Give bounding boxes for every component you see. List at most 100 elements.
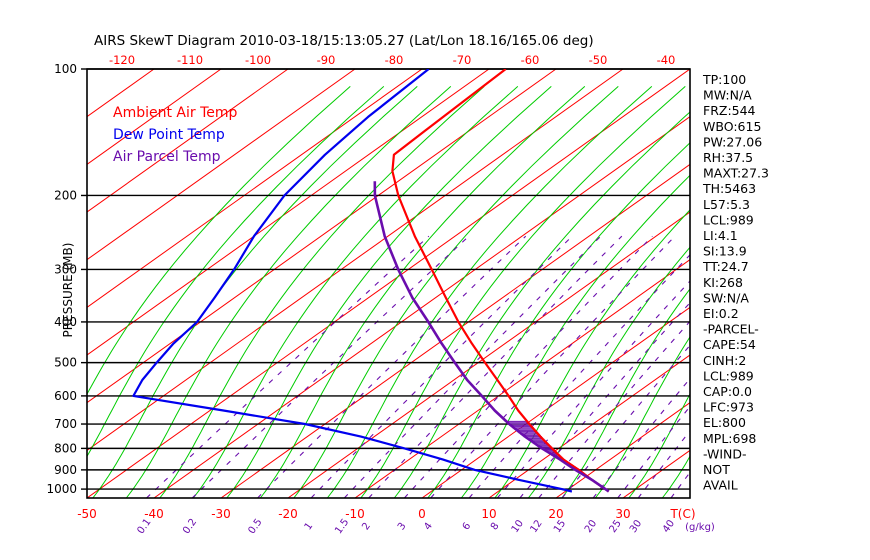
index-sw-n-a: SW:N/A [703, 290, 749, 305]
isotherm-line [354, 259, 690, 498]
index-cap-0-0: CAP:0.0 [703, 384, 752, 399]
moist-adiabat-line [293, 86, 619, 498]
isotherm-line [87, 69, 356, 261]
mixing-ratio-tick-label: 3 [396, 521, 409, 533]
moist-adiabat-line [763, 86, 870, 498]
moist-adiabat-line [594, 336, 690, 498]
moist-adiabat-line [494, 209, 690, 498]
cape-border-ambient [526, 420, 604, 489]
mixing-ratio-line [561, 344, 690, 498]
x-axis-label: T(C) [669, 507, 695, 521]
pressure-tick-label: 900 [54, 463, 77, 477]
plot-frame [86, 68, 691, 499]
ambient-temp-curve [391, 69, 610, 493]
index-frz-544: FRZ:544 [703, 103, 756, 118]
index--parcel-: -PARCEL- [703, 322, 759, 337]
isotherm-line [488, 354, 690, 498]
top-temp-tick-label: -120 [109, 53, 135, 67]
pressure-tick-label: 800 [54, 441, 77, 455]
mixing-ratio-tick-label: 2 [360, 521, 373, 533]
moist-adiabat-line [661, 455, 690, 498]
isotherm-line [555, 402, 690, 498]
pressure-tick-label: 500 [54, 356, 77, 370]
moist-adiabat-line [393, 111, 690, 498]
bottom-temp-tick-label: -10 [345, 507, 365, 521]
mixing-ratio-tick-label: 20 [583, 518, 599, 535]
mixing-ratio-line [310, 235, 573, 498]
top-temp-tick-label: -40 [657, 53, 676, 67]
index-lcl-989: LCL:989 [703, 368, 754, 383]
index-mw-n-a: MW:N/A [703, 88, 752, 103]
pressure-tick-label: 100 [54, 62, 77, 76]
index-ki-268: KI:268 [703, 275, 743, 290]
legend-item-1: Dew Point Temp [113, 127, 225, 143]
isotherm-line [757, 69, 870, 498]
moist-adiabat-line [87, 86, 351, 396]
bottom-temp-tick-label: 30 [615, 507, 630, 521]
index--wind-: -WIND- [703, 446, 747, 461]
mixing-ratio-line [368, 235, 623, 498]
moist-adiabat-line [125, 86, 452, 498]
mixing-ratio-tick-label: 0.2 [181, 517, 199, 536]
moist-adiabat-line [159, 86, 485, 498]
mixing-ratio-tick-label: 12 [528, 518, 544, 535]
index-cinh-2: CINH:2 [703, 353, 746, 368]
moist-adiabat-line [87, 86, 385, 458]
mixing-ratio-line [343, 235, 602, 498]
moist-adiabat-line [192, 86, 519, 498]
index-maxt-27-3: MAXT:27.3 [703, 166, 769, 181]
diagram-title: AIRS SkewT Diagram 2010-03-18/15:13:05.2… [94, 33, 594, 49]
y-axis-label: PRESSURE (MB) [61, 243, 75, 338]
mixing-ratio-line [403, 235, 653, 498]
index-lfc-973: LFC:973 [703, 400, 754, 415]
top-temp-tick-label: -80 [385, 53, 404, 67]
index-ei-0-2: EI:0.2 [703, 306, 739, 321]
index-l57-5-3: L57:5.3 [703, 197, 750, 212]
legend-item-0: Ambient Air Temp [113, 105, 238, 121]
isotherm-line [87, 69, 624, 451]
top-temp-tick-label: -90 [317, 53, 336, 67]
index-pw-27-06: PW:27.06 [703, 134, 762, 149]
pressure-tick-label: 1000 [46, 482, 77, 496]
index-si-13-9: SI:13.9 [703, 244, 747, 259]
mixing-ratio-line [257, 235, 527, 498]
bottom-temp-tick-label: -20 [278, 507, 298, 521]
moist-adiabat-line [92, 86, 418, 498]
isotherm-line [220, 163, 690, 498]
index-rh-37-5: RH:37.5 [703, 150, 753, 165]
top-temp-tick-label: -50 [589, 53, 608, 67]
top-temp-tick-label: -70 [453, 53, 472, 67]
isotherm-line [87, 69, 289, 213]
mixing-ratio-line [191, 235, 470, 498]
bottom-temp-tick-label: 0 [418, 507, 426, 521]
bottom-temp-tick-label: -30 [211, 507, 231, 521]
dewpoint-curve [132, 69, 573, 493]
index-not: NOT [703, 462, 730, 477]
mixing-ratio-line [670, 471, 690, 498]
isotherm-line [87, 69, 557, 404]
pressure-tick-label: 700 [54, 417, 77, 431]
parcel-temp-curve [373, 181, 610, 493]
bottom-temp-tick-label: -50 [77, 507, 97, 521]
moist-adiabat-line [460, 174, 690, 498]
isotherm-line [87, 69, 423, 308]
moist-adiabat-line [628, 393, 690, 498]
mixing-ratio-tick-label: 10 [510, 518, 526, 535]
top-temp-tick-label: -110 [177, 53, 203, 67]
mixing-ratio-line [592, 377, 690, 498]
moist-adiabat-line [326, 86, 653, 498]
pressure-tick-label: 200 [54, 188, 77, 202]
index-el-800: EL:800 [703, 415, 746, 430]
mixing-ratio-tick-label: 0.5 [246, 517, 264, 536]
isotherm-line [87, 69, 690, 498]
top-temp-tick-label: -100 [245, 53, 271, 67]
moist-adiabat-line [561, 288, 690, 498]
index-tt-24-7: TT:24.7 [702, 259, 749, 274]
isotherm-line [287, 211, 690, 498]
isotherm-line [87, 69, 222, 165]
bottom-temp-tick-label: 10 [481, 507, 496, 521]
index-lcl-989: LCL:989 [703, 212, 754, 227]
index-th-5463: TH:5463 [702, 181, 756, 196]
